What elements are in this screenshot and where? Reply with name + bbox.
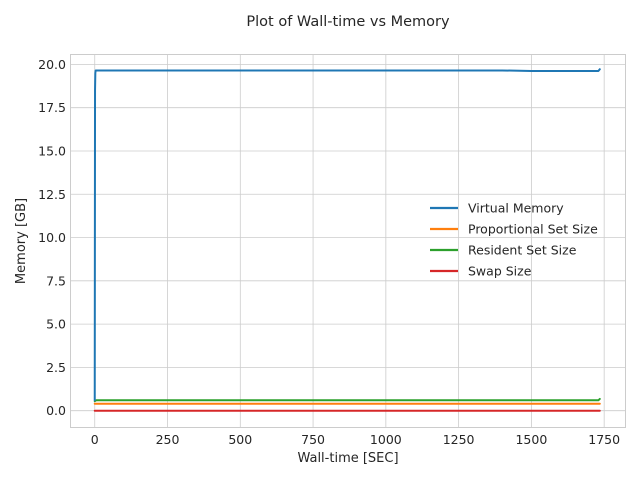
y-tick-label: 0.0 bbox=[46, 403, 66, 418]
legend-label-resident-set-size: Resident Set Size bbox=[468, 243, 577, 258]
y-tick-label: 5.0 bbox=[46, 317, 66, 332]
y-tick-label: 12.5 bbox=[38, 187, 66, 202]
x-tick-label: 1750 bbox=[588, 432, 620, 447]
x-tick-label: 750 bbox=[301, 432, 325, 447]
y-tick-label: 17.5 bbox=[38, 100, 66, 115]
legend-label-swap-size: Swap Size bbox=[468, 264, 532, 279]
x-tick-label: 0 bbox=[91, 432, 99, 447]
x-tick-label: 1000 bbox=[370, 432, 402, 447]
y-tick-label: 7.5 bbox=[46, 273, 66, 288]
y-tick-label: 15.0 bbox=[38, 143, 66, 158]
series-line-resident-set-size bbox=[93, 397, 601, 403]
y-tick-label: 10.0 bbox=[38, 230, 66, 245]
x-axis-ticks: 0 250 500 750 1000 1250 1500 1750 bbox=[91, 432, 620, 447]
legend-label-virtual-memory: Virtual Memory bbox=[468, 201, 564, 216]
y-tick-label: 20.0 bbox=[38, 57, 66, 72]
y-axis-ticks: 0.0 2.5 5.0 7.5 10.0 12.5 15.0 17.5 20.0 bbox=[38, 57, 66, 418]
y-tick-label: 2.5 bbox=[46, 360, 66, 375]
y-axis-label: Memory [GB] bbox=[14, 198, 29, 284]
chart-title: Plot of Wall-time vs Memory bbox=[246, 14, 450, 30]
x-tick-label: 1250 bbox=[443, 432, 475, 447]
legend: Virtual Memory Proportional Set Size Resid… bbox=[430, 201, 598, 279]
x-tick-label: 1500 bbox=[515, 432, 547, 447]
x-tick-label: 250 bbox=[156, 432, 180, 447]
grid bbox=[70, 54, 626, 428]
plot-frame bbox=[70, 54, 626, 428]
x-tick-label: 500 bbox=[228, 432, 252, 447]
legend-label-proportional-set-size: Proportional Set Size bbox=[468, 222, 598, 237]
series-layer bbox=[93, 68, 601, 412]
series-line-virtual-memory bbox=[93, 68, 601, 402]
x-axis-label: Wall-time [SEC] bbox=[297, 451, 398, 466]
